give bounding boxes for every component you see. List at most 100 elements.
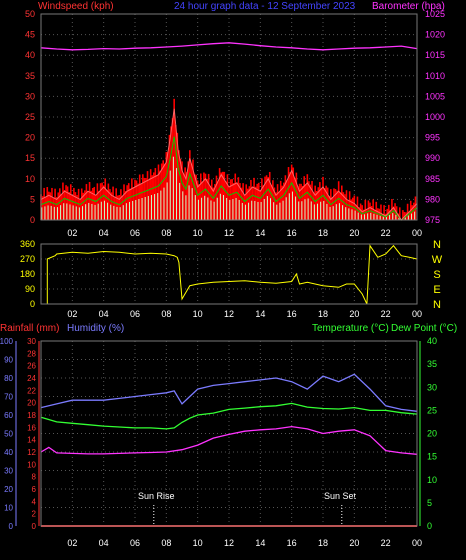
humidity-ytick-0: 0 [9,522,14,531]
baro-ytick-980: 980 [425,194,440,204]
wind-panel-frame [40,13,418,221]
wind-ytick-30: 30 [25,91,35,101]
dir-xtick-00: 00 [412,309,422,319]
wind-axis-title: Windspeed (kph) [38,1,114,12]
dir-xtick-02: 02 [67,309,77,319]
dir-ytick-270: 270 [20,254,35,264]
wind-xtick-18: 18 [318,228,328,238]
temp-ytick-40: 40 [427,336,437,346]
rain-ytick-16: 16 [27,423,36,432]
wind-ytick-40: 40 [25,50,35,60]
humidity-ytick-70: 70 [4,393,13,402]
direction-panel-frame [40,243,418,305]
rain-ytick-22: 22 [27,386,36,395]
barometer-line [40,42,418,51]
rain-ytick-14: 14 [27,436,36,445]
humidity-ytick-30: 30 [4,467,13,476]
temp-ytick-35: 35 [427,359,437,369]
temp-ytick-15: 15 [427,452,437,462]
temp-ytick-25: 25 [427,405,437,415]
dir-ytick-180: 180 [20,269,35,279]
rainfall-axis-title: Rainfall (mm) [0,323,59,334]
wind-xtick-08: 08 [161,228,171,238]
clim-xtick-10: 10 [193,538,203,548]
compass-label-3: E [433,284,440,296]
compass-label-1: W [432,254,443,266]
direction-line [41,244,418,305]
humidity-ytick-40: 40 [4,448,13,457]
sunrise-label: Sun Rise [138,491,175,501]
dewpoint-line [40,425,418,455]
rain-ytick-30: 30 [27,337,36,346]
wind-xtick-20: 20 [349,228,359,238]
clim-xtick-08: 08 [161,538,171,548]
climate-panel-frame [40,340,418,527]
dir-xtick-06: 06 [130,309,140,319]
baro-ytick-1025: 1025 [425,9,445,19]
rain-ytick-10: 10 [27,460,36,469]
humidity-ytick-90: 90 [4,356,13,365]
rain-ytick-6: 6 [32,485,37,494]
dir-xtick-16: 16 [287,309,297,319]
wind-ytick-50: 50 [25,9,35,19]
rain-ytick-4: 4 [32,497,37,506]
wind-ytick-10: 10 [25,174,35,184]
baro-ytick-1020: 1020 [425,30,445,40]
barometer-axis-title: Barometer (hpa) [372,1,445,12]
rain-ytick-20: 20 [27,399,36,408]
dir-xtick-04: 04 [99,309,109,319]
grid-layer [41,14,418,526]
temp-ytick-20: 20 [427,429,437,439]
wind-xtick-16: 16 [287,228,297,238]
compass-label-4: N [433,299,441,311]
wind-xtick-06: 06 [130,228,140,238]
clim-xtick-12: 12 [224,538,234,548]
humidity-ytick-60: 60 [4,411,13,420]
rain-ytick-18: 18 [27,411,36,420]
clim-xtick-18: 18 [318,538,328,548]
rain-ytick-2: 2 [32,510,37,519]
rain-ytick-26: 26 [27,362,36,371]
rain-ytick-8: 8 [32,473,37,482]
wind-ytick-25: 25 [25,112,35,122]
humidity-ytick-10: 10 [4,504,13,513]
dir-xtick-10: 10 [193,309,203,319]
wind-ytick-0: 0 [30,215,35,225]
wind-ytick-5: 5 [30,194,35,204]
sunset-label: Sun Set [324,491,357,501]
dir-xtick-14: 14 [255,309,265,319]
data-layer [40,42,418,527]
baro-ytick-975: 975 [425,215,440,225]
wind-xtick-12: 12 [224,228,234,238]
wind-xtick-22: 22 [381,228,391,238]
dir-xtick-12: 12 [224,309,234,319]
axes-layer: 0510152025303540455097598098599099510001… [0,9,445,548]
baro-ytick-995: 995 [425,133,440,143]
humidity-line [40,373,418,412]
compass-label-2: S [433,269,440,281]
rain-ytick-24: 24 [27,374,36,383]
humidity-ytick-80: 80 [4,374,13,383]
wind-xtick-02: 02 [67,228,77,238]
temperature-axis-title: Temperature (°C) [312,323,389,334]
wind-xtick-14: 14 [255,228,265,238]
baro-ytick-1015: 1015 [425,50,445,60]
temp-ytick-30: 30 [427,382,437,392]
clim-xtick-02: 02 [67,538,77,548]
clim-xtick-20: 20 [349,538,359,548]
wind-xtick-00: 00 [412,228,422,238]
baro-ytick-985: 985 [425,174,440,184]
dir-xtick-08: 08 [161,309,171,319]
dir-xtick-22: 22 [381,309,391,319]
humidity-ytick-100: 100 [0,337,14,346]
temperature-line [40,402,418,430]
humidity-ytick-20: 20 [4,485,13,494]
temp-ytick-0: 0 [427,521,432,531]
compass-label-0: N [433,239,441,251]
wind-trend-line [40,136,418,221]
wind-ytick-45: 45 [25,30,35,40]
wind-ytick-35: 35 [25,71,35,81]
